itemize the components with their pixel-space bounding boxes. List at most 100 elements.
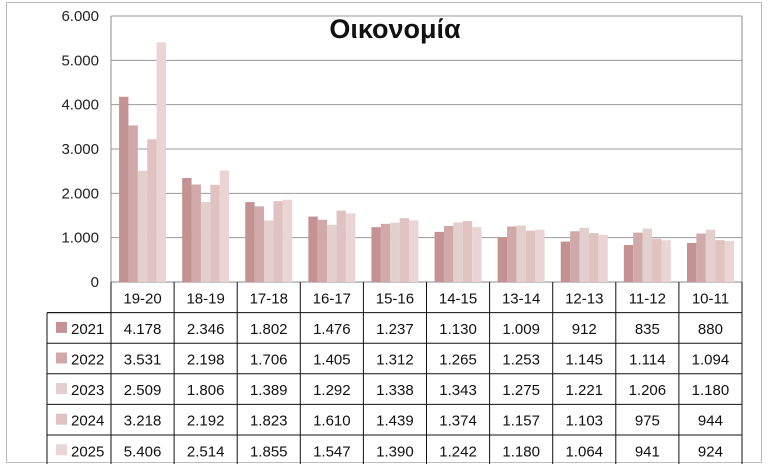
y-axis-ticks: 0 1.000 2.000 3.000 4.000 5.000 6.000 xyxy=(61,8,99,291)
x-tick-label: 18-19 xyxy=(186,290,224,307)
y-tick-label: 1.000 xyxy=(61,230,99,247)
data-label: 1.802 xyxy=(250,321,288,338)
bar-2021-18-19 xyxy=(182,177,192,282)
bar-2021-17-18 xyxy=(245,202,255,282)
bar-2023-17-18 xyxy=(264,220,274,282)
bar-2025-14-15 xyxy=(472,226,482,282)
bar-2022-16-17 xyxy=(317,219,328,282)
x-tick-label: 15-16 xyxy=(376,290,414,307)
data-label: 1.206 xyxy=(629,382,667,399)
bar-2025-16-17 xyxy=(345,213,356,282)
data-label: 835 xyxy=(635,321,660,338)
legend-label: 2023 xyxy=(71,382,104,399)
data-label: 1.253 xyxy=(502,352,540,369)
data-label: 1.405 xyxy=(313,352,351,369)
bar-2023-16-17 xyxy=(327,224,337,282)
data-label: 5.406 xyxy=(124,443,162,460)
bar-2024-16-17 xyxy=(336,210,346,282)
data-label: 1.130 xyxy=(439,321,477,338)
bar-2025-10-11 xyxy=(724,241,734,282)
bar-2024-18-19 xyxy=(210,184,220,282)
data-label: 880 xyxy=(698,321,723,338)
y-tick-label: 4.000 xyxy=(61,97,99,114)
y-tick-label: 2.000 xyxy=(61,185,99,202)
legend-swatch-2023 xyxy=(56,383,67,395)
chart-frame: 0 1.000 2.000 3.000 4.000 5.000 6.000 Οικονομί… xyxy=(6,2,762,464)
data-label: 1.145 xyxy=(565,352,603,369)
data-label: 2.509 xyxy=(124,382,162,399)
x-tick-label: 17-18 xyxy=(250,290,288,307)
bar-2021-12-13 xyxy=(560,241,571,282)
legend-label: 2022 xyxy=(71,352,104,369)
data-label: 1.064 xyxy=(565,443,603,460)
bar-2023-19-20 xyxy=(137,170,148,282)
bar-2022-10-11 xyxy=(696,233,706,282)
bar-2022-14-15 xyxy=(443,225,454,282)
data-label: 1.343 xyxy=(439,382,477,399)
bar-2025-17-18 xyxy=(282,199,293,282)
bar-2023-12-13 xyxy=(579,227,589,282)
data-label: 975 xyxy=(635,413,660,430)
data-label: 924 xyxy=(698,443,723,460)
bar-2021-15-16 xyxy=(371,227,381,282)
y-tick-label: 6.000 xyxy=(61,8,99,25)
data-label: 1.180 xyxy=(692,382,730,399)
data-label: 1.157 xyxy=(502,413,540,430)
data-label: 1.338 xyxy=(376,382,414,399)
y-tick-label: 5.000 xyxy=(61,52,99,69)
bar-2024-19-20 xyxy=(147,139,157,282)
bar-2022-19-20 xyxy=(128,125,138,282)
bar-2023-15-16 xyxy=(390,222,400,282)
bar-2025-15-16 xyxy=(409,220,419,282)
bar-2025-19-20 xyxy=(156,42,167,282)
y-tick-label: 3.000 xyxy=(61,141,99,158)
legend-swatch-2025 xyxy=(56,444,67,456)
bar-2024-11-12 xyxy=(652,238,662,282)
bar-2024-15-16 xyxy=(399,218,410,282)
data-label: 1.237 xyxy=(376,321,414,338)
bar-2023-11-12 xyxy=(642,228,653,282)
bars-layer xyxy=(119,42,734,282)
bar-2022-11-12 xyxy=(633,232,643,282)
x-tick-label: 11-12 xyxy=(629,290,666,307)
data-label: 1.806 xyxy=(187,382,225,399)
data-label: 3.531 xyxy=(124,352,162,369)
data-label: 1.103 xyxy=(565,413,603,430)
bar-2025-12-13 xyxy=(598,234,608,282)
bar-2024-13-14 xyxy=(525,230,536,282)
data-label: 1.439 xyxy=(376,413,414,430)
chart-svg: 0 1.000 2.000 3.000 4.000 5.000 6.000 Οικονομί… xyxy=(46,8,743,464)
bar-2023-14-15 xyxy=(453,222,463,282)
x-tick-label: 14-15 xyxy=(439,290,477,307)
legend-swatch-2022 xyxy=(56,352,67,364)
data-label: 1.009 xyxy=(502,321,540,338)
data-label: 1.374 xyxy=(439,413,477,430)
bar-2022-15-16 xyxy=(380,223,391,282)
data-label: 1.094 xyxy=(692,352,730,369)
y-tick-label: 0 xyxy=(91,274,99,291)
data-label: 1.242 xyxy=(439,443,477,460)
data-label: 2.346 xyxy=(187,321,225,338)
data-label: 2.192 xyxy=(187,413,225,430)
bar-2023-10-11 xyxy=(705,229,716,282)
bar-2025-18-19 xyxy=(219,170,230,282)
bar-2024-10-11 xyxy=(715,240,725,282)
bar-2022-12-13 xyxy=(570,231,580,282)
chart-title: Οικονομία xyxy=(329,14,461,44)
data-label: 1.390 xyxy=(376,443,414,460)
data-label: 1.292 xyxy=(313,382,351,399)
bar-2022-18-19 xyxy=(191,184,201,282)
x-tick-label: 19-20 xyxy=(123,290,161,307)
legend-label: 2025 xyxy=(71,443,104,460)
data-label: 1.275 xyxy=(502,382,540,399)
bar-2023-18-19 xyxy=(200,201,211,282)
data-label: 1.389 xyxy=(250,382,288,399)
bar-2021-11-12 xyxy=(623,244,634,282)
data-label: 1.823 xyxy=(250,413,288,430)
legend-swatch-2021 xyxy=(56,321,67,333)
x-tick-label: 12-13 xyxy=(565,290,603,307)
data-table: 19-20 18-19 17-18 16-17 15-16 14-15 13-14 12-13… xyxy=(46,282,743,464)
data-label: 1.610 xyxy=(313,413,351,430)
data-label: 4.178 xyxy=(124,321,162,338)
data-label: 1.114 xyxy=(629,352,665,369)
